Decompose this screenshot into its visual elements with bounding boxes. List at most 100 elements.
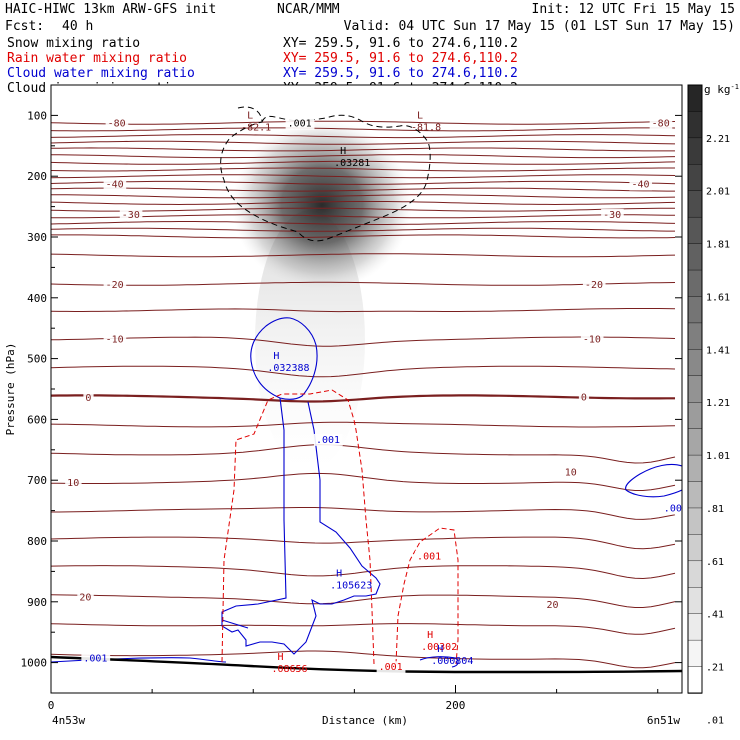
colorbar-cell <box>687 349 703 377</box>
label-backdrop <box>601 208 624 221</box>
isotherm-line <box>51 234 676 239</box>
colorbar-cell <box>687 454 703 483</box>
field-name-cloud-water: Cloud water mixing ratio <box>7 66 195 81</box>
valid-time: Valid: 04 UTC Sun 17 May 15 (01 LST Sun … <box>344 19 735 34</box>
colorbar-label: .01 <box>706 715 724 726</box>
label-backdrop <box>313 433 343 446</box>
colorbar-label: 1.01 <box>706 451 730 462</box>
isotherm-line <box>51 336 676 347</box>
label-backdrop <box>582 278 606 291</box>
contour-label: .001 <box>417 552 441 563</box>
label-backdrop <box>285 117 315 130</box>
contour-annotations: -80 -80 -40 -40 -30 -30 -20 -20 -10 -10 0 0 10 10 20 20… <box>65 111 688 675</box>
isotherm-label: 20 <box>79 592 91 603</box>
isotherm-line <box>51 194 676 199</box>
isotherm-line <box>51 221 676 225</box>
isotherm-line <box>51 160 676 165</box>
field-name-rain: Rain water mixing ratio <box>7 51 187 66</box>
field-xy-snow: XY= 259.5, 91.6 to 274.6,110.2 <box>283 36 518 51</box>
label-backdrop <box>562 466 580 479</box>
extremum-value: .032388 <box>267 363 309 374</box>
colorbar-unit-exponent: -1 <box>731 83 739 91</box>
colorbar-cell <box>687 137 703 166</box>
extremum-marker: H <box>340 146 346 157</box>
label-backdrop <box>649 117 673 130</box>
isotherm-line <box>51 174 676 179</box>
isotherm-line <box>51 594 676 608</box>
y-tick-label: 900 <box>27 596 47 609</box>
forecast-hours: 40 h <box>62 19 93 34</box>
init-time: Init: 12 UTC Fri 15 May 15 <box>532 2 736 17</box>
temperature-contours <box>51 120 676 669</box>
isotherm-line <box>51 421 676 428</box>
label-backdrop <box>83 391 94 404</box>
label-backdrop <box>661 502 682 515</box>
colorbar-unit-prefix: g kg <box>704 83 731 96</box>
contour-label: .001 <box>288 119 312 130</box>
extremum-value: .03281 <box>334 158 370 169</box>
isotherm-line <box>51 207 675 212</box>
extremum-marker: H <box>336 569 342 580</box>
field-xy-rain: XY= 259.5, 91.6 to 274.6,110.2 <box>283 51 518 66</box>
colorbar-cell <box>687 322 703 351</box>
colorbar-cell <box>687 428 703 456</box>
isotherm-line <box>51 394 675 403</box>
model-title: HAIC-HIWC 13km ARW-GFS init <box>5 2 216 17</box>
colorbar-cell <box>687 269 703 298</box>
extremum-marker: H <box>277 652 283 663</box>
contour-label: .001 <box>664 504 688 515</box>
label-backdrop <box>578 391 590 404</box>
isotherm-line <box>51 180 676 185</box>
forecast-label: Fcst: <box>5 19 44 34</box>
extremum-marker: H <box>437 644 443 655</box>
isotherm-line <box>51 650 676 669</box>
label-backdrop <box>119 208 143 221</box>
colorbar-cell <box>687 296 703 324</box>
colorbar-label: 2.21 <box>706 134 730 145</box>
isotherm-label: -80 <box>108 119 126 130</box>
y-tick-label: 700 <box>27 474 47 487</box>
isotherm-label: -80 <box>652 119 670 130</box>
figure-header: HAIC-HIWC 13km ARW-GFS init NCAR/MMM Ini… <box>5 2 735 96</box>
center-label: NCAR/MMM <box>277 2 340 17</box>
label-backdrop <box>415 550 444 563</box>
label-backdrop <box>103 178 127 191</box>
isotherm-line <box>51 214 676 219</box>
isotherm-line <box>51 281 676 286</box>
right-endpoint-label: 6n51w <box>647 714 680 727</box>
label-backdrop <box>629 178 653 191</box>
x-axis-label: Distance (km) <box>322 714 408 727</box>
colorbar-cell <box>687 639 703 668</box>
colorbar-label: .81 <box>706 504 724 515</box>
colorbar-label: .21 <box>706 663 724 674</box>
label-backdrop <box>81 652 111 665</box>
cloud-water-contour-main <box>221 397 381 655</box>
extremum-value: -81.8 <box>411 123 441 134</box>
isotherm-line <box>51 365 676 378</box>
isotherm-line <box>51 140 676 145</box>
colorbar-cell <box>687 666 703 694</box>
isotherm-line <box>51 134 676 139</box>
extremum-value: .000804 <box>431 656 473 667</box>
contour-label: .001 <box>83 654 107 665</box>
cloud-ice-contour <box>220 106 431 242</box>
isotherm-label: 20 <box>546 600 558 611</box>
extremum-value: .00302 <box>421 642 457 653</box>
colorbar-unit: g kg-1 <box>704 83 739 96</box>
terrain-surface-line <box>51 655 682 674</box>
y-tick-label: 500 <box>27 353 47 366</box>
colorbar-label: 1.21 <box>706 398 730 409</box>
colorbar-label: .41 <box>706 610 724 621</box>
colorbar-label: 2.01 <box>706 187 730 198</box>
colorbar-cell <box>687 84 703 113</box>
colorbar-label: 1.81 <box>706 240 730 251</box>
extremum-value: -82.1 <box>241 123 271 134</box>
colorbar-cell <box>687 243 703 271</box>
contour-label: .001 <box>316 435 340 446</box>
isotherm-label: -30 <box>603 210 621 221</box>
isotherm-line <box>51 154 676 159</box>
isotherm-label: 0 <box>581 392 587 403</box>
isotherm-label: 0 <box>85 393 91 404</box>
y-tick-label: 400 <box>27 292 47 305</box>
y-tick-label: 1000 <box>21 657 48 670</box>
